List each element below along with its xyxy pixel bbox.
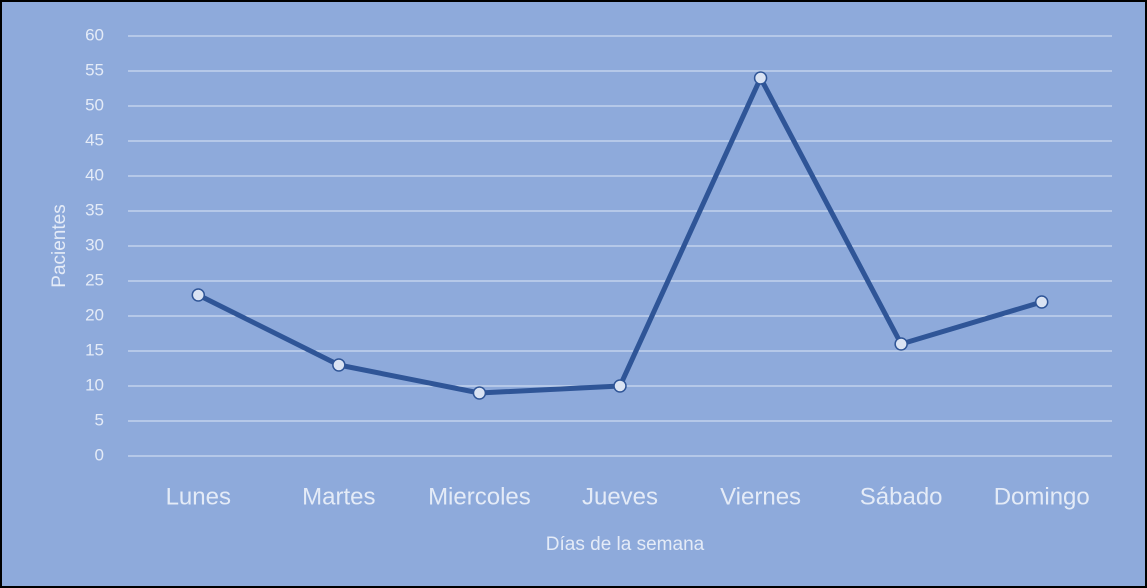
data-point xyxy=(613,379,627,393)
x-tick-label: Lunes xyxy=(166,483,231,510)
y-tick-label: 10 xyxy=(85,375,104,394)
x-tick-label: Miercoles xyxy=(428,483,531,510)
y-axis-title: Pacientes xyxy=(49,204,70,287)
y-tick-label: 30 xyxy=(85,235,104,254)
y-tick-label: 20 xyxy=(85,305,104,324)
data-point xyxy=(894,337,908,351)
y-tick-label: 0 xyxy=(95,445,104,464)
data-point xyxy=(472,386,487,400)
x-tick-label: Viernes xyxy=(720,483,801,510)
y-tick-label: 40 xyxy=(85,165,104,184)
x-tick-label: Sábado xyxy=(860,483,943,510)
data-point xyxy=(332,358,346,372)
data-point xyxy=(753,71,768,85)
y-tick-label: 35 xyxy=(85,200,104,219)
x-tick-label: Jueves xyxy=(582,483,658,510)
x-axis-title: Días de la semana xyxy=(546,534,705,555)
y-tick-label: 15 xyxy=(85,340,104,359)
y-tick-label: 5 xyxy=(95,410,104,429)
data-point xyxy=(1034,295,1049,309)
y-tick-label: 45 xyxy=(85,130,104,149)
y-tick-label: 50 xyxy=(85,95,104,114)
x-tick-label: Martes xyxy=(302,483,375,510)
y-tick-label: 60 xyxy=(85,25,104,44)
y-tick-label: 55 xyxy=(85,60,104,79)
y-tick-label: 25 xyxy=(85,270,104,289)
data-point xyxy=(191,288,206,302)
x-tick-label: Domingo xyxy=(994,483,1090,510)
